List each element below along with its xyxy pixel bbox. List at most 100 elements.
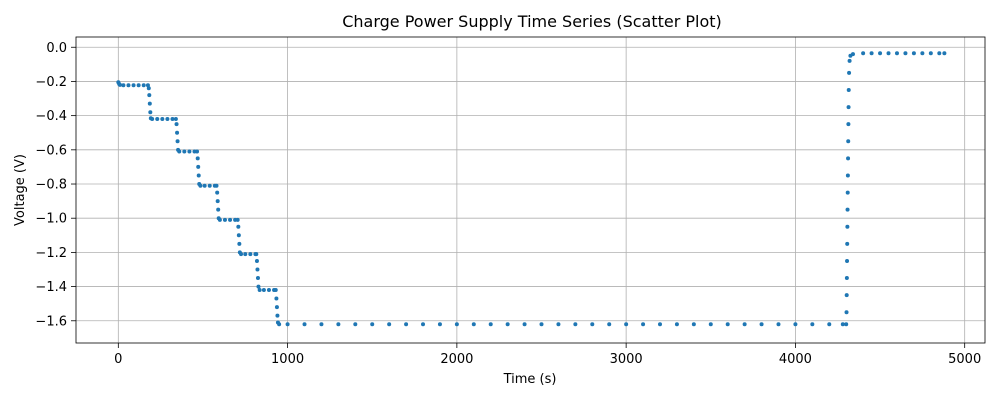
data-point — [121, 83, 126, 88]
x-axis-label: Time (s) — [503, 372, 557, 387]
x-tick-label: 3000 — [610, 352, 643, 367]
data-point — [370, 322, 375, 327]
data-point — [793, 322, 798, 327]
data-point — [845, 258, 850, 263]
data-point — [810, 322, 815, 327]
data-point — [266, 288, 271, 293]
points-layer — [116, 51, 947, 327]
data-point — [170, 117, 175, 122]
data-point — [847, 58, 852, 63]
x-tick-label: 4000 — [779, 352, 812, 367]
data-point — [182, 149, 187, 154]
data-point — [173, 117, 178, 122]
data-point — [256, 284, 261, 289]
data-point — [404, 322, 409, 327]
data-point — [146, 86, 151, 91]
data-point — [845, 190, 850, 195]
data-point — [708, 322, 713, 327]
data-point — [148, 110, 153, 115]
plot-area-frame — [75, 36, 986, 344]
data-point — [937, 51, 942, 56]
data-point — [573, 322, 578, 327]
data-point — [257, 288, 262, 293]
data-point — [236, 233, 241, 238]
x-axis: 0 1000 2000 3000 4000 5000 — [114, 343, 981, 367]
data-point — [145, 83, 150, 88]
data-point — [147, 93, 152, 98]
data-point — [118, 82, 123, 87]
data-point — [236, 224, 241, 229]
data-point — [844, 322, 849, 327]
data-point — [539, 322, 544, 327]
data-point — [846, 87, 851, 92]
data-point — [254, 258, 259, 263]
data-point — [387, 322, 392, 327]
data-point — [556, 322, 561, 327]
data-point — [742, 322, 747, 327]
data-point — [844, 293, 849, 298]
data-point — [254, 252, 259, 257]
data-point — [846, 122, 851, 127]
data-point — [243, 252, 248, 257]
data-point — [641, 322, 646, 327]
data-point — [235, 217, 240, 222]
data-point — [845, 241, 850, 246]
data-point — [776, 322, 781, 327]
data-point — [175, 130, 180, 135]
data-point — [845, 224, 850, 229]
y-tick-label: −1.0 — [35, 212, 67, 227]
data-point — [845, 207, 850, 212]
data-point — [886, 51, 891, 56]
data-point — [840, 322, 845, 327]
data-point — [155, 117, 160, 122]
data-point — [160, 117, 165, 122]
data-point — [255, 276, 260, 281]
chart-title: Charge Power Supply Time Series (Scatter… — [342, 12, 722, 31]
data-point — [216, 207, 221, 212]
data-point — [590, 322, 595, 327]
data-point — [261, 288, 266, 293]
x-tick-label: 5000 — [948, 352, 981, 367]
data-point — [846, 105, 851, 110]
data-point — [844, 310, 849, 315]
data-point — [217, 217, 222, 222]
y-tick-label: −1.2 — [35, 246, 67, 261]
data-point — [202, 183, 207, 188]
data-point — [274, 296, 279, 301]
data-point — [195, 149, 200, 154]
data-point — [505, 322, 510, 327]
data-point — [421, 322, 426, 327]
data-point — [248, 252, 253, 257]
grid-layer — [76, 37, 985, 343]
y-tick-label: −1.6 — [35, 314, 67, 329]
data-point — [903, 51, 908, 56]
data-point — [878, 51, 883, 56]
data-point — [175, 139, 180, 144]
x-tick-label: 2000 — [440, 352, 473, 367]
data-point — [319, 322, 324, 327]
data-point — [196, 173, 201, 178]
data-point — [150, 117, 155, 122]
x-tick-label: 1000 — [271, 352, 304, 367]
data-point — [845, 173, 850, 178]
data-point — [869, 51, 874, 56]
y-tick-label: −0.4 — [35, 109, 67, 124]
data-point — [624, 322, 629, 327]
data-point — [302, 322, 307, 327]
data-point — [437, 322, 442, 327]
data-point — [255, 267, 260, 272]
data-point — [336, 322, 341, 327]
data-point — [228, 217, 233, 222]
data-point — [274, 305, 279, 310]
data-point — [147, 101, 152, 106]
data-point — [273, 288, 278, 293]
data-point — [844, 276, 849, 281]
data-point — [522, 322, 527, 327]
data-point — [488, 322, 493, 327]
data-point — [827, 322, 832, 327]
y-tick-label: 0.0 — [46, 41, 67, 56]
data-point — [215, 199, 220, 204]
data-point — [861, 51, 866, 56]
data-point — [471, 322, 476, 327]
